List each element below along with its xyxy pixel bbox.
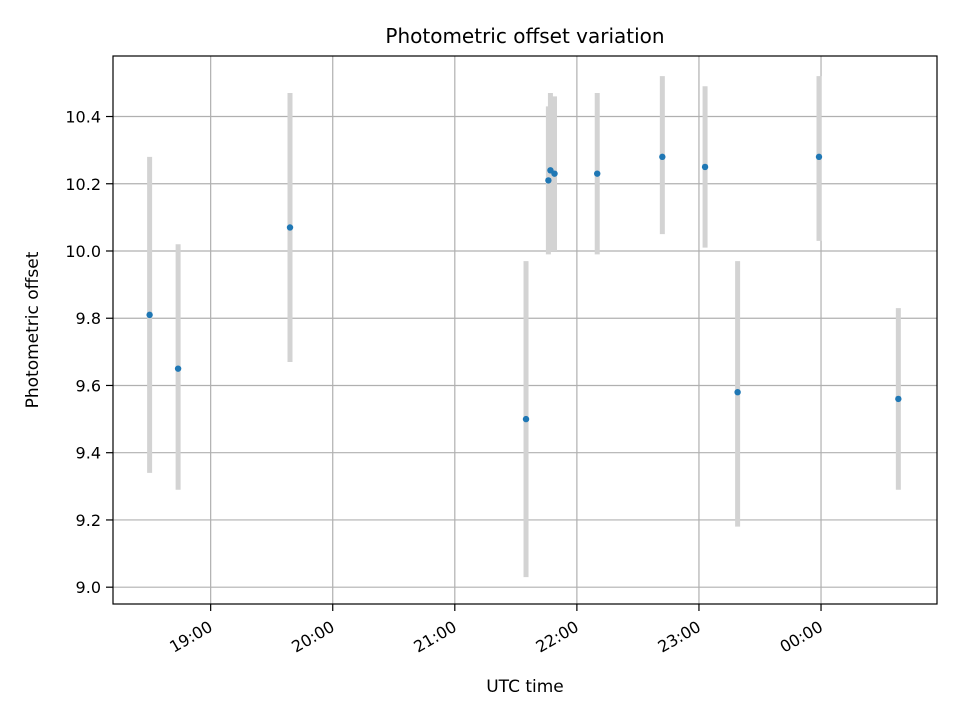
y-tick-label: 9.4 (76, 444, 101, 463)
data-points (146, 153, 902, 423)
y-tick-label: 9.8 (76, 309, 101, 328)
y-axis-label: Photometric offset (23, 251, 43, 408)
chart-title: Photometric offset variation (385, 24, 664, 48)
data-point (594, 170, 601, 177)
y-tick-label: 9.6 (76, 376, 101, 395)
data-point (895, 395, 902, 403)
y-tick-label: 10.0 (65, 242, 101, 261)
data-point (522, 415, 530, 423)
data-point (734, 388, 741, 396)
data-point (815, 153, 823, 161)
y-tick-label: 10.4 (65, 108, 101, 127)
data-point (545, 177, 552, 184)
y-tick-label: 10.2 (65, 175, 101, 194)
x-axis-label: UTC time (486, 677, 564, 697)
plot-frame (112, 55, 938, 605)
y-tick-label: 9.2 (76, 511, 101, 530)
data-point (146, 311, 153, 319)
data-point (551, 170, 558, 177)
data-point (701, 163, 709, 171)
data-point (174, 365, 182, 372)
y-axis: 9.0 9.2 9.4 9.6 9.8 10.0 10.2 10.4 (65, 108, 113, 597)
y-tick-label: 9.0 (76, 578, 101, 597)
data-point (659, 153, 666, 161)
data-point (286, 224, 294, 231)
